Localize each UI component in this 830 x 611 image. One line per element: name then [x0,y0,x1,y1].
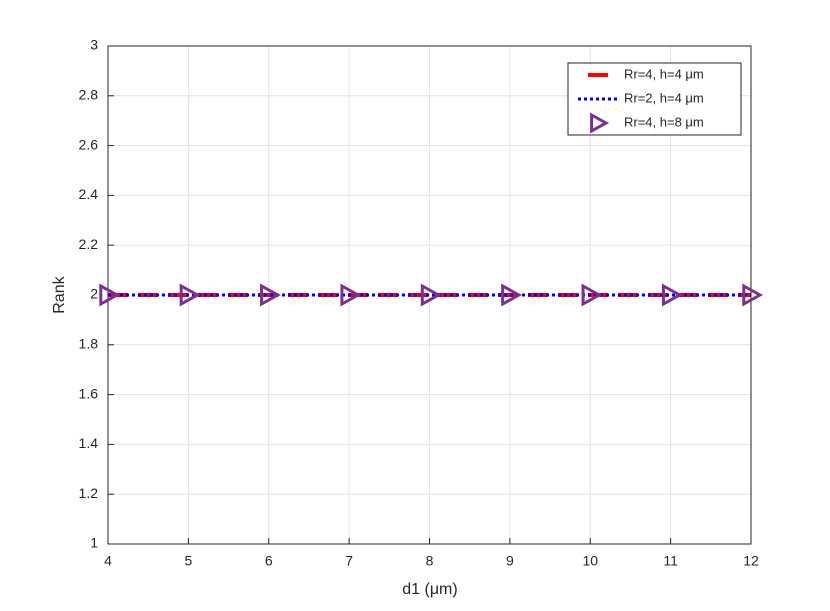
marker [661,283,683,307]
marker [742,283,764,307]
y-tick-label: 2 [90,286,98,302]
x-tick-label: 12 [743,553,759,569]
x-tick-label: 10 [582,553,598,569]
legend-label: Rr=4, h=8 μm [624,114,704,129]
y-tick-label: 1.4 [79,435,99,451]
y-tick-label: 1.2 [79,485,99,501]
legend-label: Rr=4, h=4 μm [624,66,704,81]
marker [420,283,442,307]
marker [179,283,201,307]
y-tick-label: 1 [90,535,98,551]
legend-label: Rr=2, h=4 μm [624,90,704,105]
x-tick-label: 6 [265,553,273,569]
y-tick-label: 2.4 [79,186,99,202]
marker [581,283,603,307]
legend: Rr=4, h=4 μm Rr=2, h=4 μm Rr=4, h=8 μm [567,62,742,136]
x-tick-label: 9 [506,553,514,569]
x-axis-label: d1 (μm) [402,581,457,598]
legend-swatch [590,112,610,134]
marker [340,283,362,307]
x-tick-label: 11 [663,553,678,569]
marker [260,283,281,307]
y-tick-label: 1.6 [79,385,99,401]
x-tick-label: 8 [426,553,434,569]
y-tick-label: 3 [90,37,98,53]
y-tick-label: 2.6 [79,136,99,152]
marker [501,283,522,307]
x-tick-label: 5 [184,553,192,569]
y-tick-label: 2.8 [79,87,99,103]
x-tick-label: 4 [104,553,112,569]
y-tick-label: 1.8 [79,336,99,352]
y-tick-label: 2.2 [79,236,99,252]
x-tick-label: 7 [345,553,353,569]
marker [99,283,121,307]
y-axis-label: Rank [51,275,68,313]
